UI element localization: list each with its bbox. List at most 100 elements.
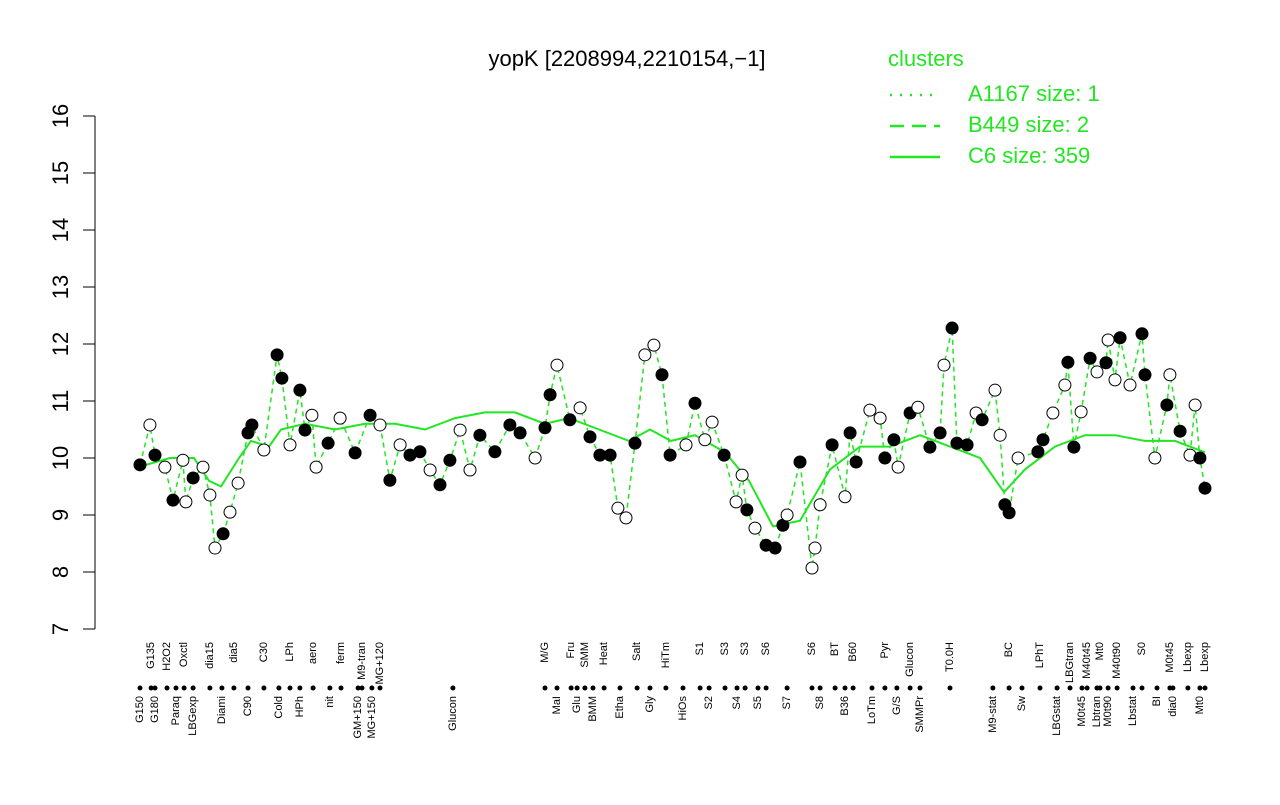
x-tick-label: Oxctl <box>178 642 190 667</box>
point <box>619 511 633 525</box>
x-tick-label: Pyr <box>879 642 891 659</box>
x-tick-label: BMM <box>587 696 599 722</box>
point <box>1173 424 1187 438</box>
x-tick-label: GM+150 <box>352 696 364 739</box>
point <box>603 448 617 462</box>
x-tick <box>190 685 196 691</box>
x-tick-label: Glucon <box>904 642 916 677</box>
point <box>873 411 887 425</box>
point <box>583 430 597 444</box>
x-tick <box>1079 685 1085 691</box>
point <box>825 438 839 452</box>
point <box>293 383 307 397</box>
point <box>647 338 661 352</box>
x-tick-label: M/G <box>539 642 551 663</box>
x-tick <box>359 685 365 691</box>
point <box>960 438 974 452</box>
x-tick <box>245 685 251 691</box>
x-tick <box>1006 685 1012 691</box>
x-tick-label: Lbexp <box>1182 642 1194 672</box>
x-tick <box>1084 685 1090 691</box>
point <box>550 358 564 372</box>
point <box>298 423 312 437</box>
point <box>196 460 210 474</box>
x-tick-label: S8 <box>814 696 826 709</box>
legend-title: clusters <box>888 46 964 71</box>
x-tick-label: LBGstat <box>1051 696 1063 736</box>
point <box>203 488 217 502</box>
x-tick <box>207 685 213 691</box>
x-tick <box>173 685 179 691</box>
point <box>573 401 587 415</box>
point <box>538 421 552 435</box>
x-tick-label: M9-tran <box>356 642 368 680</box>
point <box>321 436 335 450</box>
x-tick <box>755 685 761 691</box>
x-tick-label: MG+120 <box>374 642 386 685</box>
y-tick-label: 14 <box>48 218 73 242</box>
x-tick-label: BT <box>829 642 841 656</box>
x-tick <box>784 685 790 691</box>
y-tick-label: 15 <box>48 161 73 185</box>
x-tick <box>722 685 728 691</box>
x-tick <box>1114 685 1120 691</box>
point <box>186 471 200 485</box>
x-tick-label: Gly <box>644 696 656 713</box>
x-tick <box>137 685 143 691</box>
point <box>223 505 237 519</box>
x-tick <box>261 685 267 691</box>
x-tick-label: Cold <box>273 696 285 719</box>
x-tick <box>590 685 596 691</box>
x-tick <box>894 685 900 691</box>
x-tick-label: Salt <box>631 642 643 661</box>
point <box>1123 378 1137 392</box>
x-tick <box>231 685 237 691</box>
legend-label: B449 size: 2 <box>968 112 1089 137</box>
y-tick-label: 12 <box>48 332 73 356</box>
x-tick-label: Sw <box>1016 696 1028 711</box>
x-tick-label: M40t45 <box>1081 642 1093 679</box>
point <box>945 321 959 335</box>
point <box>453 423 467 437</box>
point <box>473 428 487 442</box>
y-tick-label: 8 <box>48 566 73 578</box>
point <box>433 478 447 492</box>
point <box>257 443 271 457</box>
point <box>688 396 702 410</box>
point <box>993 428 1007 442</box>
point <box>1090 365 1104 379</box>
x-tick <box>181 685 187 691</box>
x-tick-label: Glucon <box>447 696 459 731</box>
x-tick-label: dia0 <box>1167 696 1179 717</box>
x-tick <box>842 685 848 691</box>
x-tick-label: SMM <box>579 642 591 668</box>
x-tick <box>219 685 225 691</box>
point <box>838 490 852 504</box>
x-tick <box>763 685 769 691</box>
point <box>208 541 222 555</box>
x-tick-label: H2O2 <box>161 642 173 671</box>
point <box>1074 405 1088 419</box>
point <box>166 493 180 507</box>
point <box>1188 398 1202 412</box>
point <box>891 460 905 474</box>
point <box>216 527 230 541</box>
x-tick-label: C90 <box>242 696 254 716</box>
point <box>231 476 245 490</box>
point <box>1036 433 1050 447</box>
x-tick-label: HiOs <box>677 696 689 721</box>
point <box>176 453 190 467</box>
point <box>1061 355 1075 369</box>
point <box>1148 451 1162 465</box>
x-tick <box>287 685 293 691</box>
point <box>1058 378 1072 392</box>
point <box>1163 368 1177 382</box>
point <box>740 503 754 517</box>
point <box>735 468 749 482</box>
x-tick <box>869 685 875 691</box>
x-tick <box>1197 685 1203 691</box>
x-tick-label: HiTm <box>660 642 672 668</box>
point <box>348 446 362 460</box>
x-tick <box>1170 685 1176 691</box>
point <box>443 453 457 467</box>
